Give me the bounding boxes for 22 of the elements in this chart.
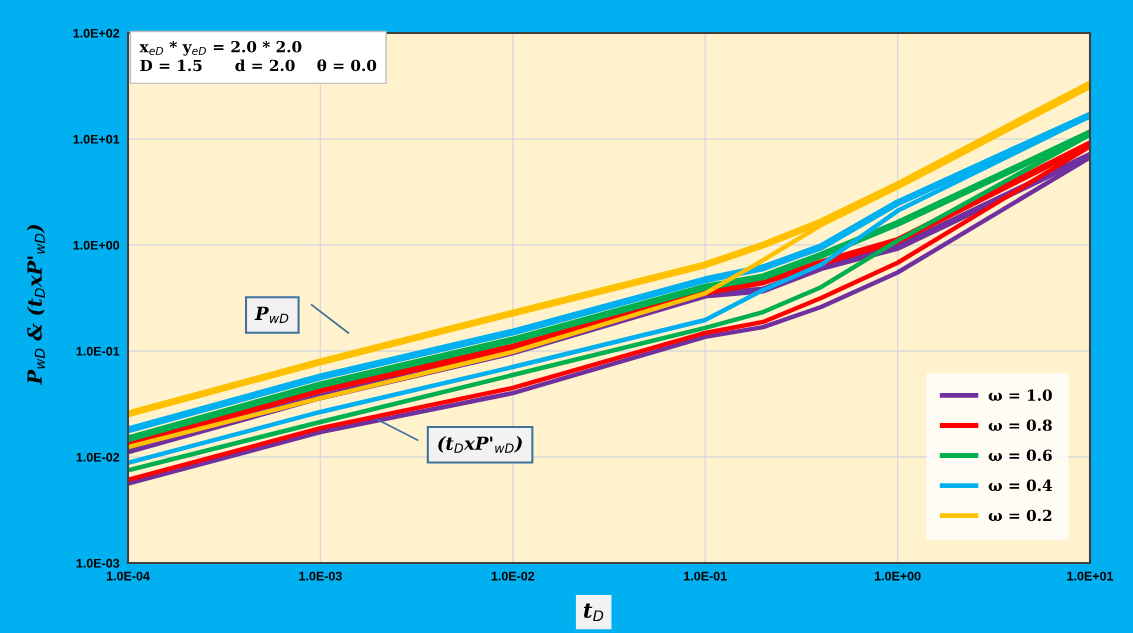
y-tick-label: 1.0E+01: [73, 134, 120, 144]
y-tick-label: 1.0E-02: [76, 452, 120, 462]
legend-label: ω = 0.6: [988, 449, 1052, 462]
annotation: P$_{wD}$: [254, 306, 289, 323]
legend-label: ω = 0.4: [988, 479, 1053, 492]
y-tick-label: 1.0E-03: [76, 558, 120, 568]
x-tick-label: 1.0E-03: [299, 571, 342, 581]
annotation: x$_{eD}$ * y$_{eD}$ = 2.0 * 2.0 D = 1.5 d = 2.0 θ = 0.0: [139, 40, 377, 72]
y-tick-label: 1.0E-01: [76, 346, 120, 356]
y-tick-label: 1.0E+00: [73, 240, 120, 250]
y-tick-label: 1.0E+02: [73, 28, 120, 38]
x-axis-title: t$_{D}$: [583, 603, 604, 622]
annotation: (t$_{D}$xP'$_{wD}$): [438, 436, 522, 453]
y-axis-title: P$_{wD}$ & (t$_{D}$xP'$_{wD}$): [26, 224, 45, 385]
x-tick-label: 1.0E-01: [684, 571, 727, 581]
x-tick-label: 1.0E-02: [491, 571, 535, 581]
x-tick-label: 1.0E+00: [874, 571, 921, 581]
x-tick-label: 1.0E-04: [106, 571, 150, 581]
legend-label: ω = 0.8: [988, 419, 1052, 432]
legend-label: ω = 1.0: [988, 389, 1052, 401]
x-tick-label: 1.0E+01: [1067, 571, 1114, 581]
legend-label: ω = 0.2: [988, 509, 1052, 522]
